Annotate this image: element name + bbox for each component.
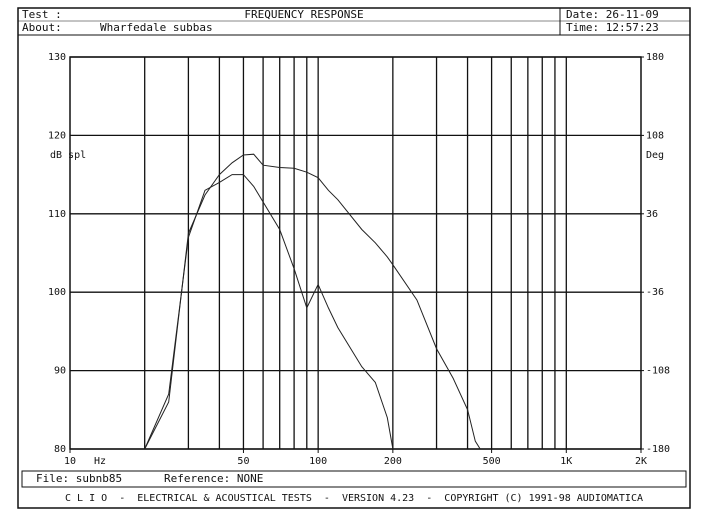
x-tick-label: 2K bbox=[635, 456, 647, 467]
title: FREQUENCY RESPONSE bbox=[244, 8, 363, 21]
y-tick-label: 90 bbox=[54, 366, 66, 377]
y2-tick-label: -108 bbox=[646, 366, 670, 377]
response-curve bbox=[144, 174, 394, 450]
y-tick-label: 110 bbox=[48, 209, 66, 220]
x-tick-label: 10 bbox=[64, 456, 76, 467]
test-label: Test : bbox=[22, 8, 62, 21]
y2-tick-label: 180 bbox=[646, 52, 664, 63]
y2-tick-label: 108 bbox=[646, 130, 664, 141]
date: Date: 26-11-09 bbox=[566, 8, 659, 21]
file-box bbox=[21, 470, 687, 488]
y2-label: Deg bbox=[646, 150, 664, 161]
credits: C L I O - ELECTRICAL & ACOUSTICAL TESTS … bbox=[65, 493, 643, 504]
y-tick-label: 80 bbox=[54, 444, 66, 455]
y2-tick-label: -180 bbox=[646, 444, 670, 455]
response-curve bbox=[144, 153, 481, 450]
reference: Reference: NONE bbox=[164, 472, 263, 485]
x-label: Hz bbox=[94, 456, 106, 467]
outer-frame bbox=[17, 7, 691, 509]
file: File: subnb85 bbox=[36, 472, 122, 485]
y-tick-label: 120 bbox=[48, 130, 66, 141]
about-label: About: bbox=[22, 21, 62, 34]
about: Wharfedale subbas bbox=[100, 21, 213, 34]
y-tick-label: 130 bbox=[48, 52, 66, 63]
x-tick-label: 50 bbox=[237, 456, 249, 467]
x-tick-label: 1K bbox=[560, 456, 572, 467]
y2-tick-label: -36 bbox=[646, 287, 664, 298]
x-tick-label: 100 bbox=[309, 456, 327, 467]
y-tick-label: 100 bbox=[48, 287, 66, 298]
y2-tick-label: 36 bbox=[646, 209, 658, 220]
x-tick-label: 200 bbox=[384, 456, 402, 467]
x-tick-label: 500 bbox=[483, 456, 501, 467]
y-label: dB spl bbox=[50, 150, 86, 161]
time: Time: 12:57:23 bbox=[566, 21, 659, 34]
